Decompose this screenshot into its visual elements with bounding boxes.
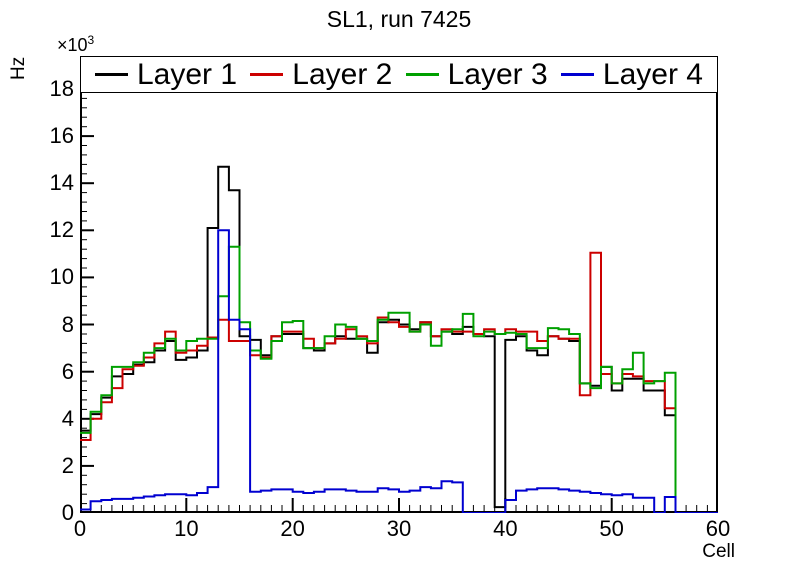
y-exponent-power: 3 [87,33,95,47]
x-tick-label: 10 [174,516,199,541]
plot-title: SL1, run 7425 [326,6,472,32]
legend-label: Layer 2 [292,57,393,91]
y-tick-label: 18 [49,75,74,101]
legend-line-marker [95,73,128,76]
x-tick-label: 20 [280,516,305,541]
x-tick-label: 50 [599,516,624,541]
y-tick-label: 10 [49,264,74,290]
x-tick-label: 0 [73,516,87,541]
y-tick-label: 6 [61,358,74,384]
histogram-svg [80,56,718,513]
y-tick-label: 0 [61,500,74,525]
series-layer-4 [80,229,718,513]
legend-label: Layer 1 [137,57,238,91]
legend-label: Layer 3 [447,57,548,91]
y-tick-label: 4 [61,405,74,431]
legend-entry: Layer 2 [250,58,392,92]
legend-entry: Layer 1 [95,58,237,92]
x-axis-title: Cell [702,541,735,562]
legend-line-marker [405,73,439,76]
y-tick-label: 12 [49,217,74,243]
y-tick-label: 14 [49,170,74,196]
y-ticks [81,60,94,513]
series-layer-3 [80,245,718,513]
legend-line-marker [560,73,594,76]
y-exponent-base: ×10 [57,35,88,55]
legend-entry: Layer 3 [405,57,548,92]
x-tick-label: 60 [705,516,731,541]
legend-label: Layer 4 [602,57,703,91]
y-axis-exponent: ×103 [57,33,94,56]
x-ticks [80,498,718,512]
x-tick-label: 30 [386,516,412,541]
y-tick-label: 2 [61,452,74,478]
x-tick-label: 40 [493,516,518,541]
y-tick-label: 8 [61,311,74,337]
legend-line-marker [250,73,284,76]
legend-entry: Layer 4 [560,57,703,92]
y-tick-label: 16 [49,123,74,149]
legend: Layer 1 Layer 2 Layer 3 Layer 4 [80,56,718,93]
plot-frame [80,56,718,513]
